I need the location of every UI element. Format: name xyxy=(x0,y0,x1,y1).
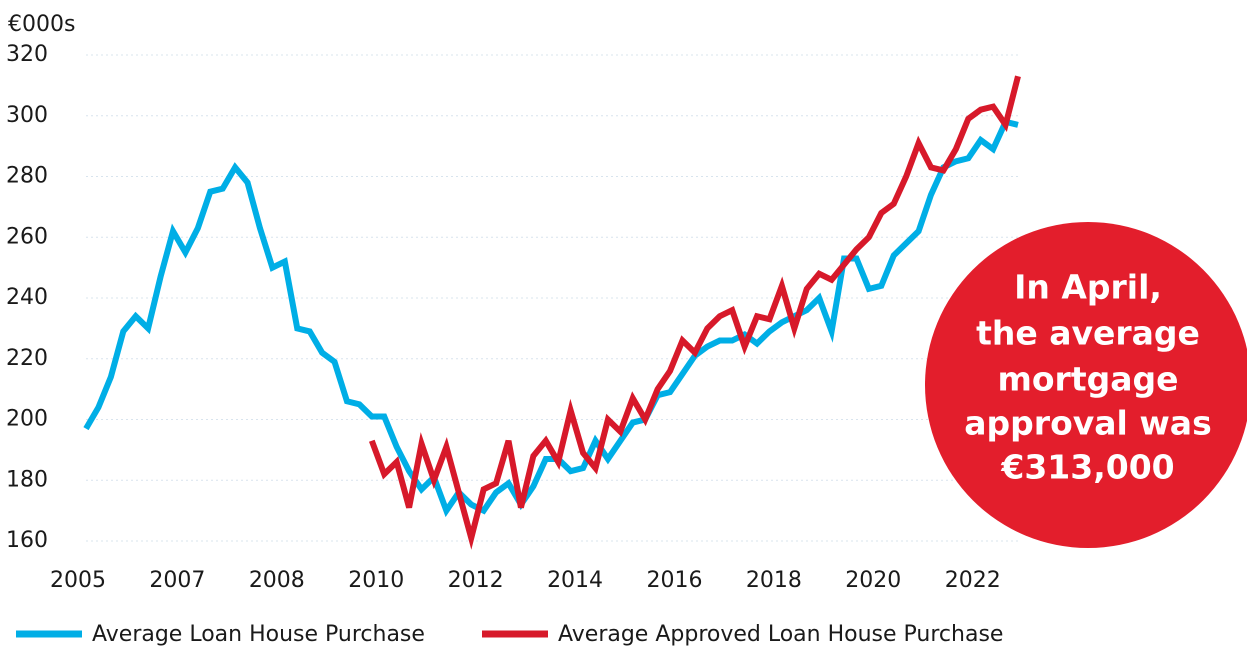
x-tick-label: 2010 xyxy=(348,568,404,593)
y-tick-label: 200 xyxy=(6,407,48,432)
annotation-text: approval was xyxy=(964,404,1211,443)
legend-label: Average Approved Loan House Purchase xyxy=(558,622,1003,647)
y-tick-label: 260 xyxy=(6,224,48,249)
annotation-text: mortgage xyxy=(997,360,1178,399)
legend-label: Average Loan House Purchase xyxy=(92,622,425,647)
y-tick-label: 280 xyxy=(6,164,48,189)
x-tick-label: 2014 xyxy=(547,568,603,593)
line-series xyxy=(368,75,1021,550)
x-tick-label: 2012 xyxy=(448,568,504,593)
x-tick-label: 2018 xyxy=(746,568,802,593)
annotation-text: In April, xyxy=(1014,268,1162,307)
x-tick-label: 2008 xyxy=(249,568,305,593)
y-tick-label: 160 xyxy=(6,528,48,553)
line-series xyxy=(83,118,1019,518)
y-tick-label: 220 xyxy=(6,346,48,371)
annotation-circle xyxy=(925,222,1247,548)
y-tick-label: 300 xyxy=(6,103,48,128)
y-unit: €000s xyxy=(8,12,75,37)
annotation-text: €313,000 xyxy=(1000,448,1174,487)
annotation-text: the average xyxy=(976,314,1200,353)
y-tick-label: 240 xyxy=(6,285,48,310)
y-tick-label: 180 xyxy=(6,467,48,492)
x-tick-label: 2022 xyxy=(945,568,1001,593)
x-tick-label: 2020 xyxy=(845,568,901,593)
x-tick-label: 2016 xyxy=(646,568,702,593)
x-tick-label: 2007 xyxy=(149,568,205,593)
y-tick-label: 320 xyxy=(6,42,48,67)
x-tick-label: 2005 xyxy=(50,568,106,593)
